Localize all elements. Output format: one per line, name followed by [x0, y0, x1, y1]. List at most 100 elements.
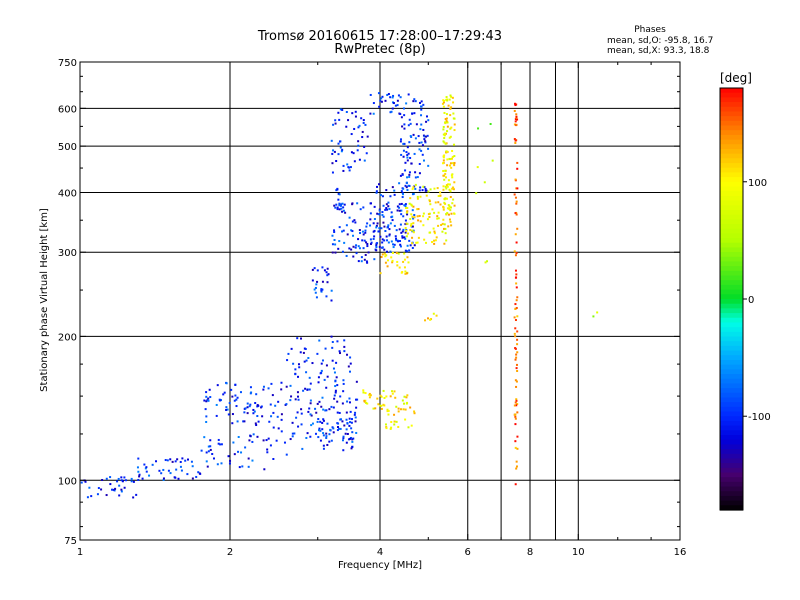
data-point	[345, 254, 348, 257]
colorbar-segment	[720, 430, 743, 436]
data-point	[333, 150, 336, 153]
data-point	[426, 134, 429, 137]
data-point	[306, 432, 309, 435]
data-point	[452, 186, 455, 189]
data-point	[347, 119, 350, 122]
data-point	[425, 115, 428, 118]
data-point	[209, 445, 212, 448]
data-point	[352, 437, 355, 440]
data-point	[453, 204, 456, 207]
data-point	[514, 446, 517, 449]
data-point	[333, 371, 336, 374]
data-point	[395, 239, 398, 242]
data-point	[363, 239, 366, 242]
data-point	[305, 371, 308, 374]
data-point	[384, 208, 387, 211]
data-point	[145, 470, 148, 473]
data-point	[338, 240, 341, 243]
data-point	[414, 100, 417, 103]
data-point	[333, 238, 336, 241]
data-point	[334, 119, 337, 122]
data-point	[406, 250, 409, 253]
data-point	[309, 402, 312, 405]
data-point	[368, 396, 371, 399]
data-point	[322, 418, 325, 421]
data-point	[309, 435, 312, 438]
data-point	[443, 242, 446, 245]
data-point	[197, 471, 200, 474]
data-point	[341, 402, 344, 405]
data-point	[515, 306, 518, 309]
data-point	[313, 288, 316, 291]
data-point	[343, 203, 346, 206]
data-point	[331, 234, 334, 237]
data-point	[442, 128, 445, 131]
data-point	[249, 435, 252, 438]
colorbar-segment	[720, 416, 743, 422]
data-point	[330, 289, 333, 292]
data-point	[383, 396, 386, 399]
data-point	[443, 137, 446, 140]
colorbar-segment	[720, 106, 743, 113]
data-point	[515, 200, 518, 203]
data-point	[411, 112, 414, 115]
data-point	[325, 409, 328, 412]
data-point	[452, 188, 455, 191]
data-point	[514, 269, 517, 272]
data-point	[413, 410, 416, 413]
colorbar-segment	[720, 303, 743, 309]
data-point	[286, 359, 289, 362]
data-point	[336, 400, 339, 403]
data-point	[235, 405, 238, 408]
colorbar-segment	[720, 383, 743, 389]
data-point	[274, 404, 277, 407]
data-point	[257, 420, 260, 423]
colorbar-segment	[720, 425, 743, 431]
data-point	[516, 435, 519, 438]
data-point	[404, 219, 407, 222]
colorbar-segment	[720, 158, 743, 164]
data-point	[88, 486, 91, 489]
data-point	[380, 100, 383, 103]
data-point	[391, 96, 394, 99]
data-point	[319, 372, 322, 375]
data-point	[421, 153, 424, 156]
data-point	[392, 102, 395, 105]
data-point	[443, 111, 446, 114]
data-point	[330, 405, 333, 408]
data-point	[315, 283, 318, 286]
data-point	[442, 133, 445, 136]
data-point	[298, 366, 301, 369]
data-point	[339, 427, 342, 430]
data-point	[339, 418, 342, 421]
colorbar-segment	[720, 406, 743, 413]
data-point	[453, 161, 456, 164]
data-point	[321, 266, 324, 269]
data-point	[352, 152, 355, 155]
data-point	[442, 206, 445, 209]
data-point	[516, 187, 519, 190]
data-point	[399, 408, 402, 411]
colorbar-segment	[720, 223, 743, 230]
y-tick-label: 300	[58, 248, 77, 259]
data-point	[383, 239, 386, 242]
data-point	[322, 419, 325, 422]
data-point	[326, 274, 329, 277]
data-point	[255, 424, 258, 427]
data-point	[442, 185, 445, 188]
data-point	[393, 224, 396, 227]
colorbar-segment	[720, 378, 743, 384]
colorbar-segment	[720, 172, 743, 178]
data-point	[381, 211, 384, 214]
colorbar-tick-label: 100	[748, 178, 767, 189]
colorbar-segment	[720, 111, 743, 117]
stats-line-o: mean, sd,O: -95.8, 16.7	[607, 36, 713, 46]
data-point	[397, 252, 400, 255]
data-point	[429, 203, 432, 206]
data-point	[405, 235, 408, 238]
data-point	[395, 252, 398, 255]
data-point	[442, 125, 445, 128]
data-point	[243, 420, 246, 423]
data-point	[357, 126, 360, 129]
data-point	[348, 417, 351, 420]
